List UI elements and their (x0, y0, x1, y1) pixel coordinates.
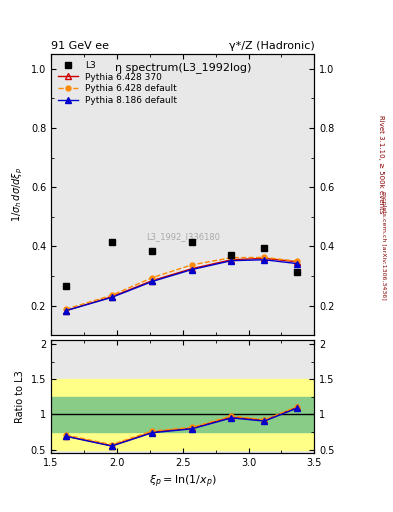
L3 (109, 239, 114, 245)
Text: γ*/Z (Hadronic): γ*/Z (Hadronic) (229, 41, 314, 51)
L3 (295, 269, 299, 275)
Text: mcplots.cern.ch [arXiv:1306.3436]: mcplots.cern.ch [arXiv:1306.3436] (381, 191, 386, 300)
Pythia 6.428 370 (189, 266, 194, 272)
Pythia 8.186 default (262, 257, 267, 263)
L3 (150, 248, 155, 254)
Pythia 6.428 370 (109, 294, 114, 300)
Line: Pythia 6.428 default: Pythia 6.428 default (63, 255, 300, 312)
Y-axis label: $1/\sigma_h\,d\sigma/d\xi_p$: $1/\sigma_h\,d\sigma/d\xi_p$ (11, 167, 25, 222)
Y-axis label: Ratio to L3: Ratio to L3 (15, 370, 25, 423)
Pythia 6.428 default (63, 306, 68, 312)
Pythia 8.186 default (109, 294, 114, 301)
Pythia 6.428 default (109, 292, 114, 298)
Text: 91 GeV ee: 91 GeV ee (51, 41, 109, 51)
Text: Rivet 3.1.10, ≥ 500k events: Rivet 3.1.10, ≥ 500k events (378, 115, 384, 213)
Pythia 8.186 default (63, 308, 68, 314)
L3 (262, 245, 267, 251)
Pythia 6.428 default (295, 258, 299, 264)
Pythia 6.428 370 (229, 257, 234, 263)
Pythia 6.428 default (229, 254, 234, 261)
Pythia 6.428 default (150, 274, 155, 281)
Pythia 6.428 default (189, 262, 194, 268)
L3 (63, 283, 68, 289)
L3 (229, 252, 234, 259)
Pythia 6.428 370 (63, 308, 68, 314)
Pythia 8.186 default (295, 261, 299, 267)
Pythia 8.186 default (229, 258, 234, 264)
Text: L3_1992_I336180: L3_1992_I336180 (146, 232, 220, 241)
Line: Pythia 8.186 default: Pythia 8.186 default (63, 257, 300, 313)
Text: η spectrum(L3_1992log): η spectrum(L3_1992log) (114, 62, 251, 73)
X-axis label: $\xi_p=\ln(1/x_p)$: $\xi_p=\ln(1/x_p)$ (149, 474, 217, 490)
Pythia 6.428 370 (262, 255, 267, 261)
Pythia 6.428 default (262, 254, 267, 261)
L3 (189, 239, 194, 245)
Pythia 8.186 default (189, 266, 194, 272)
Pythia 6.428 370 (295, 259, 299, 265)
Pythia 8.186 default (150, 279, 155, 285)
Pythia 6.428 370 (150, 278, 155, 284)
Bar (51, 379, 314, 450)
Line: L3: L3 (62, 239, 301, 290)
Legend: L3, Pythia 6.428 370, Pythia 6.428 default, Pythia 8.186 default: L3, Pythia 6.428 370, Pythia 6.428 defau… (55, 58, 180, 108)
Line: Pythia 6.428 370: Pythia 6.428 370 (63, 255, 300, 313)
Bar (51, 397, 314, 432)
